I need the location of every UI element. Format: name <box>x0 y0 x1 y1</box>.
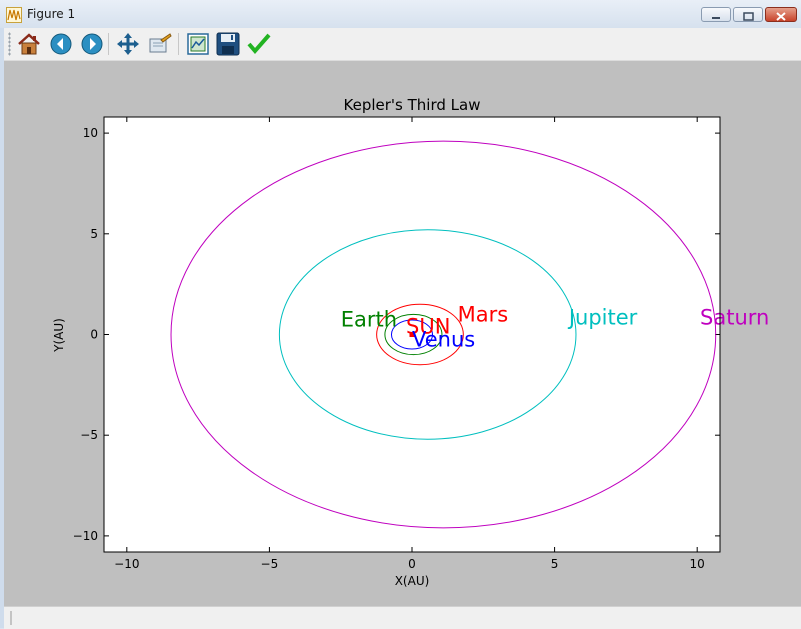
x-tick-label: 10 <box>690 557 705 571</box>
edit-parameters-button[interactable] <box>246 31 272 57</box>
orbit-mars <box>376 303 464 366</box>
edit-check-icon <box>247 33 271 55</box>
zoom-button[interactable] <box>147 31 173 57</box>
subplots-button[interactable] <box>185 31 211 57</box>
status-divider <box>10 611 12 625</box>
sun-marker <box>409 332 415 337</box>
forward-icon <box>81 33 103 55</box>
forward-button[interactable] <box>79 31 105 57</box>
y-tick-label: 5 <box>90 227 98 241</box>
navigation-toolbar <box>4 28 801 61</box>
orbit-earth <box>384 313 443 356</box>
home-icon <box>18 33 40 55</box>
home-button[interactable] <box>16 31 42 57</box>
title-bar: Figure 1 <box>0 0 801 29</box>
planet-label-earth: Earth <box>341 307 397 331</box>
close-icon <box>776 12 786 21</box>
pan-icon <box>117 33 139 55</box>
window-frame-left <box>0 28 4 628</box>
window-title: Figure 1 <box>27 7 76 21</box>
pan-button[interactable] <box>115 31 141 57</box>
y-axis-label: Y(AU) <box>52 318 66 353</box>
y-tick-label: −5 <box>80 428 98 442</box>
status-bar <box>4 606 801 629</box>
matplotlib-figure-icon <box>6 7 22 23</box>
figure-canvas[interactable]: Kepler's Third Law X(AU) Y(AU) −10 −5 0 5 10… <box>4 61 801 606</box>
toolbar-separator <box>178 33 179 55</box>
planet-label-jupiter: Jupiter <box>567 305 638 329</box>
planet-label-venus: Venus <box>412 328 475 352</box>
x-tick-label: 5 <box>551 557 559 571</box>
x-tick-label: −10 <box>114 557 139 571</box>
x-tick-label: 0 <box>408 557 416 571</box>
x-axis-label: X(AU) <box>395 574 430 588</box>
sun-label: SUN <box>406 315 450 339</box>
toolbar-separator <box>108 33 109 55</box>
minimize-icon <box>712 17 720 19</box>
maximize-button[interactable] <box>733 7 763 22</box>
maximize-icon <box>743 12 754 21</box>
zoom-icon <box>149 33 172 53</box>
orbit-saturn <box>170 140 717 529</box>
subplots-icon <box>187 33 209 55</box>
back-icon <box>50 33 72 55</box>
plot-svg[interactable]: Kepler's Third Law X(AU) Y(AU) −10 −5 0 5 10… <box>4 61 801 606</box>
back-button[interactable] <box>48 31 74 57</box>
y-tick-label: 10 <box>83 126 98 140</box>
y-tick-label: 0 <box>90 328 98 342</box>
close-button[interactable] <box>765 7 797 22</box>
planet-label-saturn: Saturn <box>700 305 769 329</box>
toolbar-grip[interactable] <box>8 32 11 56</box>
minimize-button[interactable] <box>701 7 731 22</box>
orbit-venus <box>390 319 434 350</box>
planet-label-mars: Mars <box>458 302 509 326</box>
orbit-jupiter <box>278 229 577 440</box>
save-icon <box>216 32 240 56</box>
x-tick-label: −5 <box>261 557 279 571</box>
y-tick-label: −10 <box>73 529 98 543</box>
save-button[interactable] <box>215 31 241 57</box>
axes-frame <box>103 116 721 553</box>
chart-title: Kepler's Third Law <box>344 96 481 114</box>
